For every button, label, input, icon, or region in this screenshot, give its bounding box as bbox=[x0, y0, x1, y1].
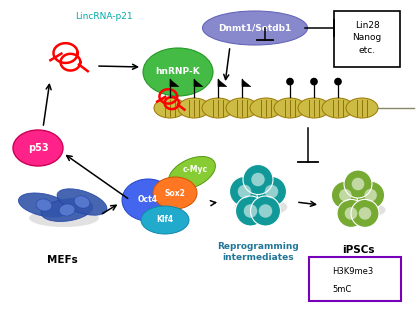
Ellipse shape bbox=[41, 198, 93, 221]
Polygon shape bbox=[170, 79, 179, 86]
Text: hnRNP-K: hnRNP-K bbox=[156, 68, 201, 77]
Ellipse shape bbox=[141, 206, 189, 234]
Polygon shape bbox=[218, 79, 227, 86]
Ellipse shape bbox=[143, 48, 213, 96]
Text: LincRNA-p21: LincRNA-p21 bbox=[75, 12, 133, 21]
Ellipse shape bbox=[274, 98, 306, 118]
Ellipse shape bbox=[168, 157, 215, 189]
Text: p53: p53 bbox=[28, 143, 48, 153]
Circle shape bbox=[251, 173, 265, 186]
Circle shape bbox=[244, 204, 257, 218]
Ellipse shape bbox=[122, 179, 174, 221]
Polygon shape bbox=[194, 79, 203, 86]
Ellipse shape bbox=[74, 196, 90, 208]
Ellipse shape bbox=[250, 98, 282, 118]
Circle shape bbox=[345, 207, 357, 220]
Ellipse shape bbox=[298, 98, 330, 118]
Ellipse shape bbox=[153, 177, 197, 209]
Polygon shape bbox=[242, 79, 251, 86]
Ellipse shape bbox=[59, 204, 75, 216]
Text: Dnmt1/Setdb1: Dnmt1/Setdb1 bbox=[218, 24, 292, 33]
Text: Sox2: Sox2 bbox=[165, 188, 186, 197]
Circle shape bbox=[364, 189, 377, 202]
Circle shape bbox=[339, 189, 352, 202]
Ellipse shape bbox=[36, 199, 52, 211]
Circle shape bbox=[250, 196, 280, 226]
Text: Lin28
Nanog
etc.: Lin28 Nanog etc. bbox=[352, 21, 381, 55]
Ellipse shape bbox=[322, 98, 354, 118]
Text: Oct4: Oct4 bbox=[138, 196, 158, 205]
Text: MEFs: MEFs bbox=[47, 255, 77, 265]
Text: H3K9me3: H3K9me3 bbox=[332, 268, 373, 277]
Text: Klf4: Klf4 bbox=[156, 215, 173, 224]
Ellipse shape bbox=[202, 98, 234, 118]
Circle shape bbox=[337, 199, 365, 228]
Text: c-Myc: c-Myc bbox=[183, 166, 208, 175]
Circle shape bbox=[351, 199, 379, 228]
Circle shape bbox=[287, 78, 293, 85]
Ellipse shape bbox=[178, 98, 210, 118]
Circle shape bbox=[357, 181, 385, 209]
Circle shape bbox=[265, 185, 278, 198]
Ellipse shape bbox=[346, 98, 378, 118]
Ellipse shape bbox=[18, 193, 69, 217]
Polygon shape bbox=[322, 259, 330, 265]
Circle shape bbox=[335, 78, 341, 85]
Ellipse shape bbox=[29, 209, 99, 227]
Circle shape bbox=[359, 207, 371, 220]
Circle shape bbox=[243, 165, 273, 194]
Circle shape bbox=[259, 204, 272, 218]
FancyBboxPatch shape bbox=[334, 11, 400, 67]
Ellipse shape bbox=[235, 198, 287, 216]
Ellipse shape bbox=[13, 130, 63, 166]
Text: iPSCs: iPSCs bbox=[342, 245, 374, 255]
Circle shape bbox=[319, 276, 325, 281]
Text: Reprogramming
intermediates: Reprogramming intermediates bbox=[217, 242, 299, 262]
Circle shape bbox=[257, 176, 287, 206]
Circle shape bbox=[235, 196, 265, 226]
FancyBboxPatch shape bbox=[309, 257, 401, 301]
Ellipse shape bbox=[226, 98, 258, 118]
Ellipse shape bbox=[57, 189, 107, 215]
Circle shape bbox=[332, 181, 359, 209]
Ellipse shape bbox=[154, 98, 186, 118]
Circle shape bbox=[352, 178, 364, 190]
Circle shape bbox=[311, 78, 317, 85]
Ellipse shape bbox=[203, 11, 307, 45]
Circle shape bbox=[344, 170, 372, 198]
Circle shape bbox=[238, 185, 251, 198]
Ellipse shape bbox=[337, 202, 386, 219]
Circle shape bbox=[230, 176, 260, 206]
Text: 5mC: 5mC bbox=[332, 286, 351, 294]
